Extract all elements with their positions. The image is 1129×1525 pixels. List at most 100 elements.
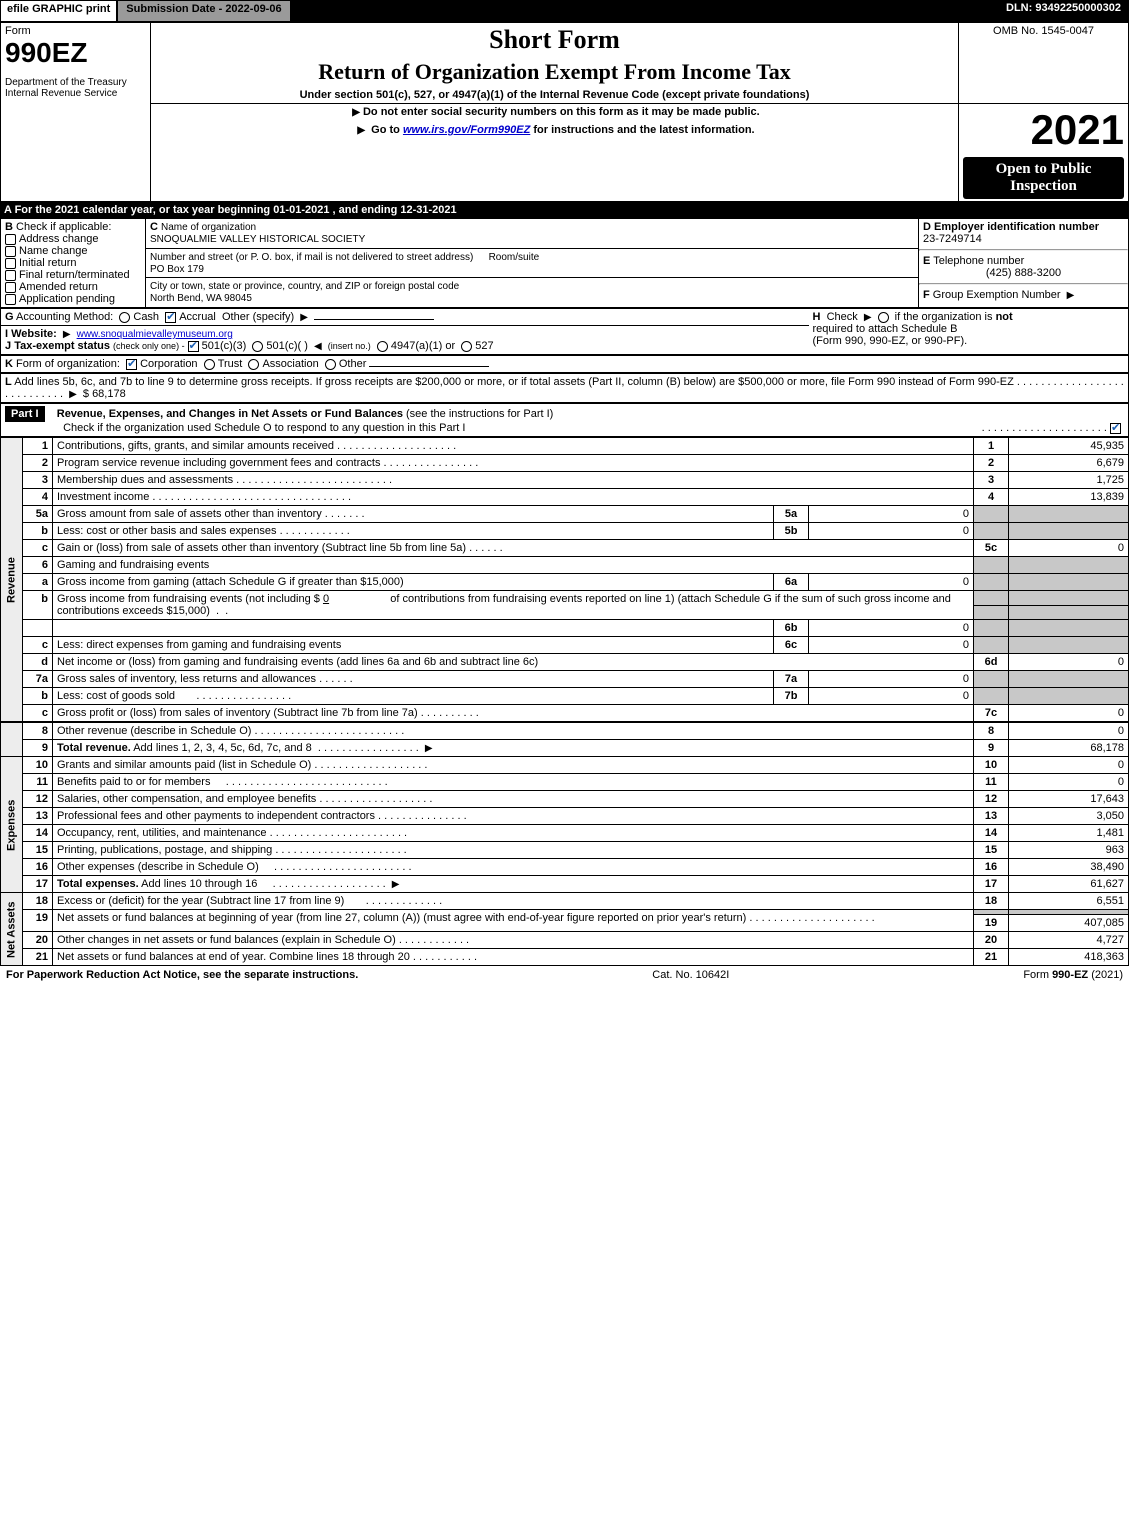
h-not: not <box>996 311 1013 323</box>
line-num: 16 <box>23 859 53 876</box>
line-8-box: 8 <box>974 723 1009 740</box>
line-6b-t1: Gross income from fundraising events (no… <box>57 593 320 605</box>
other-specify-input[interactable] <box>314 319 434 320</box>
schedule-o-checkbox[interactable] <box>1110 423 1121 434</box>
arrow-icon <box>297 311 311 323</box>
line-7c-val: 0 <box>1009 705 1129 722</box>
line-21-box: 21 <box>974 949 1009 966</box>
association-radio[interactable] <box>248 359 259 370</box>
opt-name-change: Name change <box>19 245 88 257</box>
line-num: 5a <box>23 506 53 523</box>
under-section: Under section 501(c), 527, or 4947(a)(1)… <box>155 89 954 101</box>
grey-cell <box>974 688 1009 705</box>
line-5b-desc: Less: cost or other basis and sales expe… <box>53 523 774 540</box>
line-num: 13 <box>23 808 53 825</box>
line-8-val: 0 <box>1009 723 1129 740</box>
section-k-label: K <box>5 358 13 370</box>
goto-line: Go to www.irs.gov/Form990EZ for instruct… <box>155 124 954 136</box>
section-b-cell: B Check if applicable: Address change Na… <box>1 219 146 308</box>
website-link[interactable]: www.snoqualmievalleymuseum.org <box>77 329 233 340</box>
corporation-label: Corporation <box>140 358 197 370</box>
grey-cell <box>974 637 1009 654</box>
line-7a-desc: Gross sales of inventory, less returns a… <box>53 671 774 688</box>
line-5a-mid-val: 0 <box>809 506 974 523</box>
application-pending-checkbox[interactable] <box>5 294 16 305</box>
line-9-bold: Total revenue. <box>57 742 131 754</box>
line-num: 12 <box>23 791 53 808</box>
amended-return-checkbox[interactable] <box>5 282 16 293</box>
line-num: 14 <box>23 825 53 842</box>
gh-table: G Accounting Method: Cash Accrual Other … <box>0 308 1129 355</box>
city-value: North Bend, WA 98045 <box>150 293 252 304</box>
line-5b-mid-val: 0 <box>809 523 974 540</box>
527-label: 527 <box>475 340 493 352</box>
line-10-desc: Grants and similar amounts paid (list in… <box>53 757 974 774</box>
section-i-label: I <box>5 328 8 340</box>
grey-cell <box>1009 574 1129 591</box>
line-11-desc: Benefits paid to or for members . . . . … <box>53 774 974 791</box>
initial-return-checkbox[interactable] <box>5 258 16 269</box>
501c3-checkbox[interactable] <box>188 341 199 352</box>
final-return-checkbox[interactable] <box>5 270 16 281</box>
irs-link[interactable]: www.irs.gov/Form990EZ <box>403 124 530 136</box>
line-19-val: 407,085 <box>1009 915 1129 932</box>
trust-radio[interactable] <box>204 359 215 370</box>
line-6d-val: 0 <box>1009 654 1129 671</box>
section-c-name-cell: C Name of organization SNOQUALMIE VALLEY… <box>146 219 919 249</box>
arrow-left-icon <box>311 340 325 352</box>
name-change-checkbox[interactable] <box>5 246 16 257</box>
line-18-val: 6,551 <box>1009 893 1129 910</box>
4947-label: 4947(a)(1) or <box>391 340 455 352</box>
line-9-desc: Total revenue. Add lines 1, 2, 3, 4, 5c,… <box>53 740 974 757</box>
irs-link-text: www.irs.gov/Form990EZ <box>403 124 530 136</box>
line-16-val: 38,490 <box>1009 859 1129 876</box>
line-4-desc: Investment income . . . . . . . . . . . … <box>53 489 974 506</box>
submission-date: Submission Date - 2022-09-06 <box>117 0 290 22</box>
line-num-hidden <box>23 620 53 637</box>
line-11-val: 0 <box>1009 774 1129 791</box>
501c-radio[interactable] <box>252 341 263 352</box>
opt-final-return: Final return/terminated <box>19 269 130 281</box>
h-checkbox[interactable] <box>878 312 889 323</box>
tax-exempt-label: Tax-exempt status <box>14 340 110 352</box>
l-table: L Add lines 5b, 6c, and 7b to line 9 to … <box>0 373 1129 403</box>
org-info-table: B Check if applicable: Address change Na… <box>0 218 1129 308</box>
revenue-vert-label: Revenue <box>1 438 23 722</box>
other-radio[interactable] <box>325 359 336 370</box>
accrual-checkbox[interactable] <box>165 312 176 323</box>
501c-label: 501(c)( ) <box>266 340 308 352</box>
section-b-label: B <box>5 221 13 233</box>
line-14-desc: Occupancy, rent, utilities, and maintena… <box>53 825 974 842</box>
form-header-table: Form 990EZ Department of the Treasury In… <box>0 22 1129 202</box>
corporation-checkbox[interactable] <box>126 359 137 370</box>
section-ij-cell: I Website: www.snoqualmievalleymuseum.or… <box>1 326 809 355</box>
line-15-desc: Printing, publications, postage, and shi… <box>53 842 974 859</box>
line-6b-cont <box>53 620 774 637</box>
section-j-label: J <box>5 340 11 352</box>
grey-cell <box>1009 591 1129 606</box>
line-8-desc: Other revenue (describe in Schedule O) .… <box>53 723 974 740</box>
line-10-box: 10 <box>974 757 1009 774</box>
4947-radio[interactable] <box>377 341 388 352</box>
line-7b-desc: Less: cost of goods sold . . . . . . . .… <box>53 688 774 705</box>
group-exemption-label: Group Exemption Number <box>933 289 1061 301</box>
line-3-desc: Membership dues and assessments . . . . … <box>53 472 974 489</box>
address-change-checkbox[interactable] <box>5 234 16 245</box>
cash-radio[interactable] <box>119 312 130 323</box>
goto-post: for instructions and the latest informat… <box>533 124 754 136</box>
501c3-label: 501(c)(3) <box>202 340 247 352</box>
line-num: 21 <box>23 949 53 966</box>
line-6b-mid-val: 0 <box>809 620 974 637</box>
line-14-val: 1,481 <box>1009 825 1129 842</box>
top-bar: efile GRAPHIC print Submission Date - 20… <box>0 0 1129 22</box>
527-radio[interactable] <box>461 341 472 352</box>
line-num: b <box>23 591 53 620</box>
title-cell: Short Form Return of Organization Exempt… <box>151 23 959 104</box>
section-g-label: G <box>5 311 14 323</box>
grey-cell <box>1009 557 1129 574</box>
room-suite-label: Room/suite <box>489 252 540 263</box>
line-6-desc: Gaming and fundraising events <box>53 557 974 574</box>
accounting-method-label: Accounting Method: <box>16 311 113 323</box>
other-org-input[interactable] <box>369 366 489 367</box>
line-num: c <box>23 637 53 654</box>
